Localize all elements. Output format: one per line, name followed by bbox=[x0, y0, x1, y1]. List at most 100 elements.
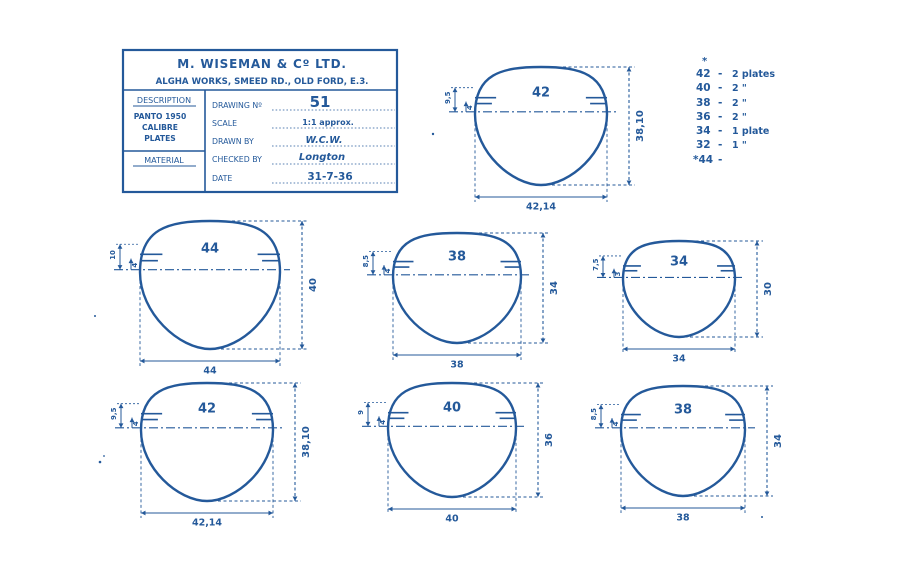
lens-outline bbox=[138, 219, 282, 351]
lens-size-label: 42 bbox=[198, 401, 216, 416]
width-dimension: 42,14 bbox=[526, 202, 556, 213]
offset-dimension: 4 bbox=[612, 421, 620, 426]
dimension-arrow bbox=[275, 358, 280, 364]
dimension-arrow bbox=[370, 251, 376, 257]
field-label-date: DATE bbox=[212, 174, 232, 183]
lens-size-label: 42 bbox=[532, 85, 550, 100]
dimension-arrow bbox=[540, 233, 546, 238]
dimension-arrow bbox=[754, 241, 760, 246]
plate-count-size: 36 bbox=[696, 111, 711, 123]
lens-calibre: 34 30 34 7,5 3 bbox=[592, 239, 774, 365]
offset-dimension: 4 bbox=[384, 268, 392, 273]
lens-size-label: 34 bbox=[670, 255, 688, 270]
lens-calibre: 38 34 38 8,5 4 bbox=[590, 384, 784, 524]
paper-specks bbox=[94, 132, 763, 518]
description-label: DESCRIPTION bbox=[137, 96, 191, 105]
plate-count-size: *44 bbox=[693, 154, 713, 166]
dimension-arrow bbox=[463, 101, 469, 107]
plate-count-value: 2 plates bbox=[732, 69, 775, 80]
description-line-2: CALIBRE bbox=[142, 123, 178, 132]
offset-dimension: 3 bbox=[614, 272, 622, 277]
lens-size-label: 38 bbox=[674, 403, 692, 418]
dimension-arrow bbox=[740, 505, 745, 511]
dimension-arrow bbox=[621, 505, 626, 511]
dimension-arrow bbox=[268, 510, 273, 516]
dimension-arrow bbox=[730, 346, 735, 352]
offset-dimension: 9,5 bbox=[444, 91, 452, 104]
height-dimension: 30 bbox=[763, 282, 774, 296]
height-dimension: 40 bbox=[308, 278, 319, 292]
lens-calibre: 40 36 40 9 4 bbox=[357, 381, 555, 525]
description-line-1: PANTO 1950 bbox=[134, 112, 187, 121]
dimension-arrow bbox=[393, 352, 398, 358]
width-dimension: 38 bbox=[676, 513, 690, 524]
field-value-checked-by: Longton bbox=[299, 152, 345, 163]
offset-dimension: 4 bbox=[131, 263, 139, 268]
plate-count-dash: - bbox=[718, 154, 722, 166]
plate-count-row: 32 - 1 " bbox=[696, 139, 747, 151]
speck bbox=[98, 460, 102, 464]
plate-count-dash: - bbox=[718, 111, 722, 123]
dimension-arrow bbox=[600, 272, 606, 278]
dimension-arrow bbox=[626, 67, 632, 72]
plate-count-row: 36 - 2 " bbox=[696, 111, 747, 123]
plate-count-row: 40 - 2 " bbox=[696, 82, 747, 94]
speck bbox=[103, 455, 105, 457]
offset-dimension: 4 bbox=[379, 420, 387, 425]
dimension-arrow bbox=[764, 491, 770, 496]
width-dimension: 40 bbox=[445, 514, 459, 525]
dimension-arrow bbox=[754, 332, 760, 337]
plate-count-size: 40 bbox=[696, 82, 711, 94]
dimension-arrow bbox=[609, 418, 615, 423]
dimension-arrow bbox=[598, 423, 604, 428]
height-dimension: 34 bbox=[773, 434, 784, 448]
plate-count-size: 38 bbox=[696, 97, 711, 109]
field-label-drawn-by: DRAWN BY bbox=[212, 137, 254, 146]
dimension-arrow bbox=[370, 270, 376, 275]
description-line-3: PLATES bbox=[144, 134, 176, 143]
dimension-arrow bbox=[299, 221, 305, 226]
lens-size-label: 40 bbox=[443, 401, 461, 416]
title-block: M. WISEMAN & Cº LTD. ALGHA WORKS, SMEED … bbox=[121, 48, 399, 194]
dimension-arrow bbox=[611, 268, 617, 274]
field-value-drawing-number: 51 bbox=[310, 93, 331, 111]
field-label-drawing-number: DRAWING Nº bbox=[212, 101, 262, 110]
field-label-scale: SCALE bbox=[212, 119, 237, 128]
offset-dimension: 4 bbox=[132, 421, 140, 426]
dimension-arrow bbox=[623, 346, 628, 352]
lens-layer: 4238,1042,149,544440441043834388,5434303… bbox=[109, 65, 784, 529]
offset-dimension: 8,5 bbox=[590, 408, 598, 421]
plate-count-size: 32 bbox=[696, 139, 711, 151]
lens-calibre: 42 38,10 42,14 9,5 4 bbox=[444, 65, 646, 213]
dimension-arrow bbox=[292, 383, 298, 388]
dimension-arrow bbox=[117, 244, 123, 249]
plate-count-size: 42 bbox=[696, 68, 711, 80]
plate-count-value: 1 plate bbox=[732, 126, 769, 137]
offset-dimension: 4 bbox=[466, 105, 474, 110]
dimension-arrow bbox=[299, 344, 305, 349]
speck bbox=[94, 315, 96, 317]
dimension-arrow bbox=[535, 383, 541, 388]
plate-count-value: 1 " bbox=[732, 140, 747, 151]
company-address: ALGHA WORKS, SMEED RD., OLD FORD, E.3. bbox=[156, 77, 369, 87]
speck bbox=[431, 132, 435, 136]
height-dimension: 38,10 bbox=[635, 110, 646, 142]
material-label: MATERIAL bbox=[144, 156, 184, 165]
offset-dimension: 7,5 bbox=[592, 258, 600, 271]
dimension-arrow bbox=[511, 506, 516, 512]
dimension-arrow bbox=[292, 496, 298, 501]
dimension-arrow bbox=[117, 265, 123, 270]
plate-count-list: * 42 - 2 plates 40 - 2 " 38 - 2 " 36 - 2… bbox=[693, 56, 775, 166]
dimension-arrow bbox=[535, 492, 541, 497]
offset-dimension: 9 bbox=[357, 410, 365, 415]
dimension-arrow bbox=[540, 338, 546, 343]
dimension-arrow bbox=[365, 421, 371, 427]
height-dimension: 36 bbox=[544, 433, 555, 447]
plate-count-row: *44 - bbox=[693, 154, 722, 166]
lens-calibre: 44 40 44 10 4 bbox=[109, 219, 319, 377]
dimension-arrow bbox=[141, 510, 146, 516]
field-label-checked-by: CHECKED BY bbox=[212, 155, 262, 164]
plate-count-row: 38 - 2 " bbox=[696, 97, 747, 109]
dimension-arrow bbox=[452, 87, 458, 93]
